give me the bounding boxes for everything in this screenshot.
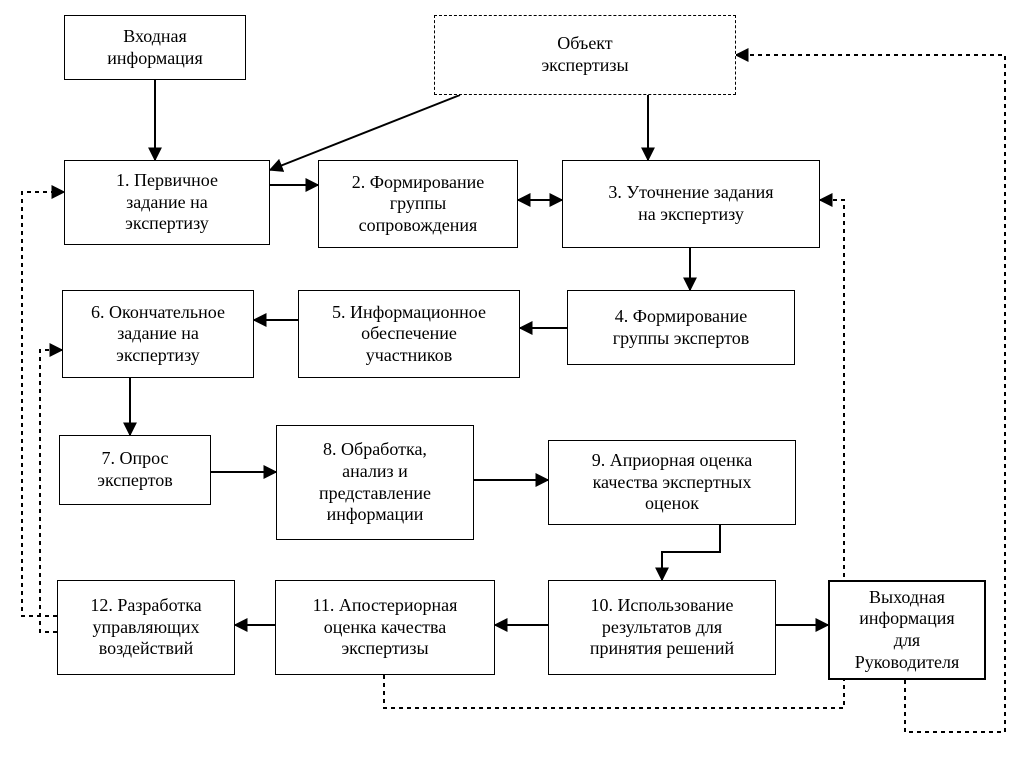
node-n6: 6. Окончательное задание на экспертизу bbox=[62, 290, 254, 378]
node-label: 5. Информационное обеспечение участников bbox=[332, 302, 486, 367]
edge-n9-n10 bbox=[662, 525, 720, 580]
node-label: 2. Формирование группы сопровождения bbox=[352, 172, 484, 237]
node-n4: 4. Формирование группы экспертов bbox=[567, 290, 795, 365]
node-n1: 1. Первичное задание на экспертизу bbox=[64, 160, 270, 245]
node-label: 12. Разработка управляющих воздействий bbox=[90, 595, 201, 660]
node-label: Объект экспертизы bbox=[541, 33, 628, 76]
node-label: 7. Опрос экспертов bbox=[97, 448, 173, 491]
node-object: Объект экспертизы bbox=[434, 15, 736, 95]
node-label: Входная информация bbox=[107, 26, 202, 69]
node-n7: 7. Опрос экспертов bbox=[59, 435, 211, 505]
node-n2: 2. Формирование группы сопровождения bbox=[318, 160, 518, 248]
node-input: Входная информация bbox=[64, 15, 246, 80]
edge-object-n1 bbox=[270, 95, 460, 170]
node-n11: 11. Апостериорная оценка качества экспер… bbox=[275, 580, 495, 675]
node-n8: 8. Обработка, анализ и представление инф… bbox=[276, 425, 474, 540]
node-output: Выходная информация для Руководителя bbox=[828, 580, 986, 680]
node-label: 10. Использование результатов для принят… bbox=[590, 595, 734, 660]
node-n10: 10. Использование результатов для принят… bbox=[548, 580, 776, 675]
node-label: 9. Априорная оценка качества экспертных … bbox=[592, 450, 752, 515]
node-n3: 3. Уточнение задания на экспертизу bbox=[562, 160, 820, 248]
node-n12: 12. Разработка управляющих воздействий bbox=[57, 580, 235, 675]
node-label: 8. Обработка, анализ и представление инф… bbox=[319, 439, 431, 525]
node-n9: 9. Априорная оценка качества экспертных … bbox=[548, 440, 796, 525]
node-label: 11. Апостериорная оценка качества экспер… bbox=[313, 595, 458, 660]
node-n5: 5. Информационное обеспечение участников bbox=[298, 290, 520, 378]
node-label: Выходная информация для Руководителя bbox=[855, 587, 960, 673]
edge-n12-n1 bbox=[22, 192, 64, 616]
flowchart-canvas: Входная информация Объект экспертизы 1. Пе… bbox=[0, 0, 1024, 767]
node-label: 3. Уточнение задания на экспертизу bbox=[608, 182, 773, 225]
node-label: 4. Формирование группы экспертов bbox=[613, 306, 750, 349]
node-label: 1. Первичное задание на экспертизу bbox=[116, 170, 218, 235]
node-label: 6. Окончательное задание на экспертизу bbox=[91, 302, 225, 367]
